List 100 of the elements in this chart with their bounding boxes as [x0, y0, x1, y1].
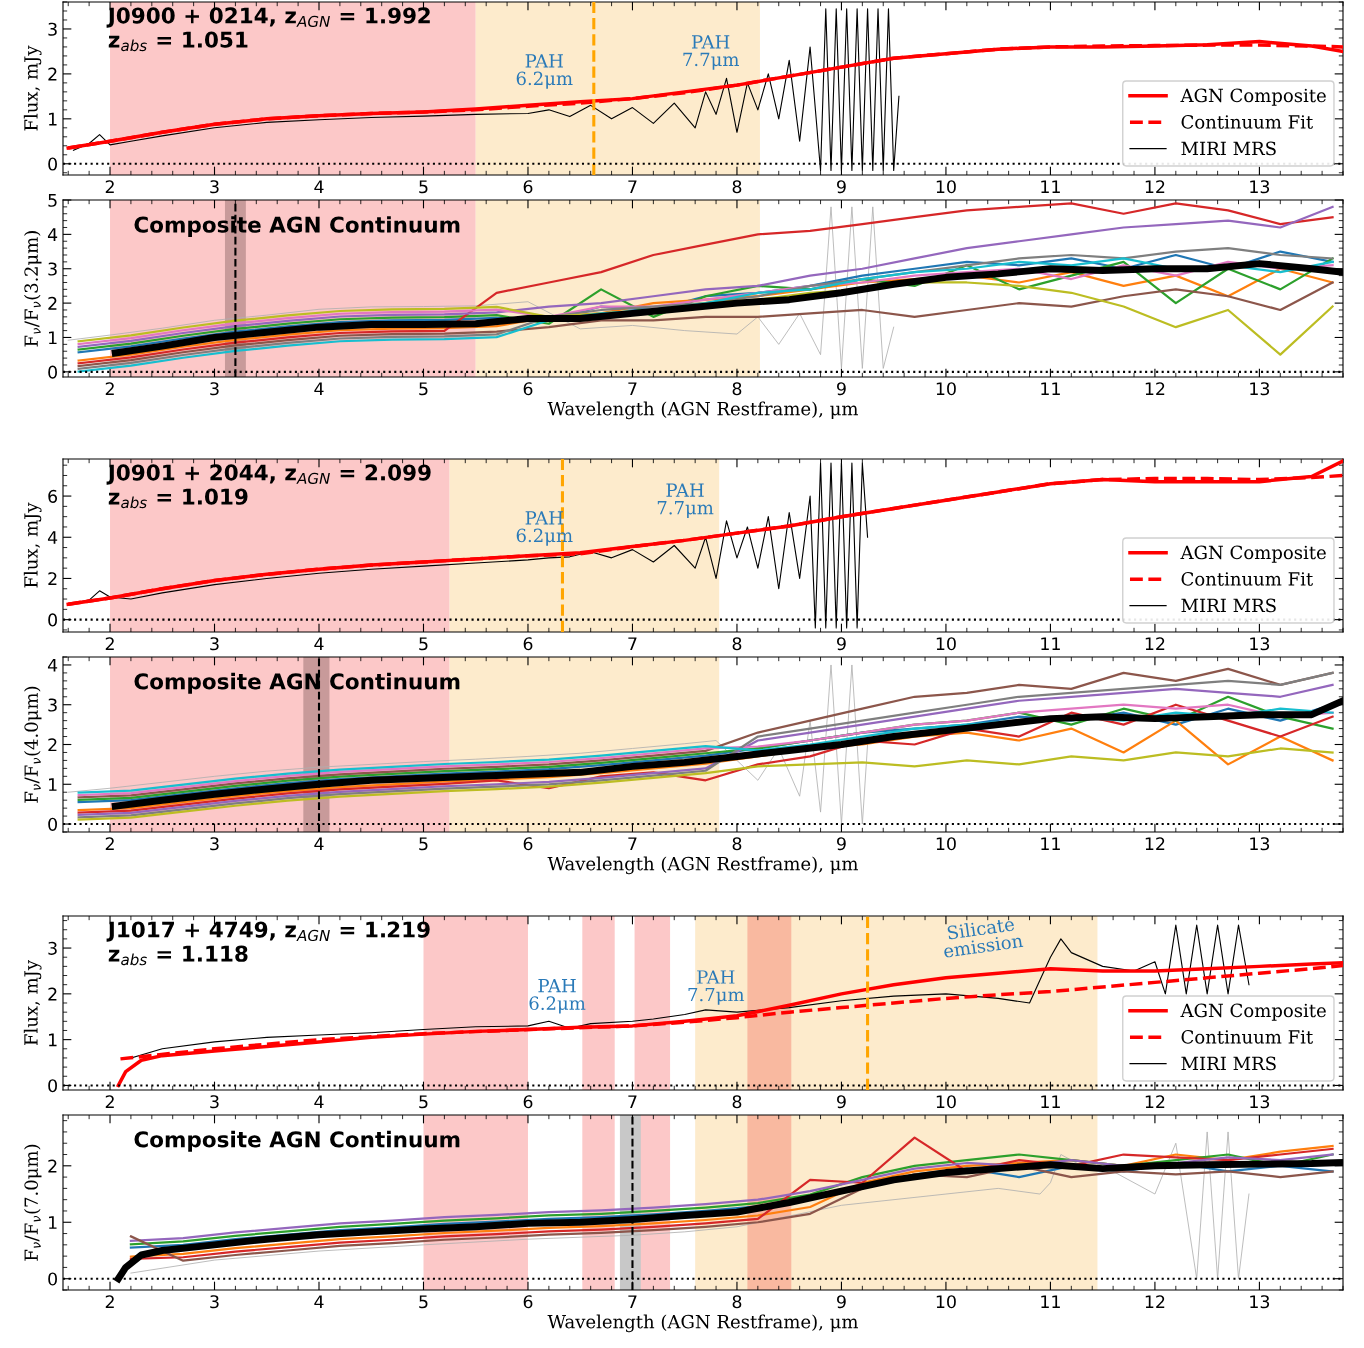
x-tick-label: 12 — [1145, 180, 1165, 194]
x-tick-label: 2 — [105, 180, 114, 194]
y-axis-title: Flux, mJy — [23, 45, 42, 131]
x-tick-label: 13 — [1250, 1295, 1270, 1309]
x-tick-label: 5 — [419, 180, 428, 194]
x-tick-label: 9 — [837, 180, 846, 194]
x-tick-label: 4 — [314, 180, 324, 194]
y-tick-label: 0 — [48, 1272, 57, 1286]
legend-label: MIRI MRS — [1181, 598, 1276, 613]
chart-title: J0900 + 0214, z$_{AGN}$ = 1.992 z$_{abs}$ = 1.051 — [106, 7, 430, 52]
x-tick-label: 11 — [1041, 837, 1060, 851]
annotation: PAH 7.7μm — [683, 35, 739, 70]
x-tick-label: 9 — [837, 1295, 846, 1309]
line-series — [77, 719, 1334, 812]
legend-label: Continuum Fit — [1181, 1030, 1314, 1044]
x-tick-label: 13 — [1250, 1095, 1270, 1109]
chart-title: J1017 + 4749, z$_{AGN}$ = 1.219 z$_{abs}$ = 1.118 — [106, 921, 430, 966]
x-tick-label: 3 — [210, 180, 219, 194]
legend-label: AGN Composite — [1180, 1003, 1326, 1021]
x-tick-label: 8 — [732, 837, 742, 851]
x-tick-label: 11 — [1041, 1295, 1060, 1309]
x-tick-label: 8 — [732, 1095, 742, 1109]
x-tick-label: 8 — [732, 180, 742, 194]
x-tick-label: 13 — [1250, 180, 1270, 194]
x-axis-title: Wavelength (AGN Restframe), μm — [547, 856, 859, 875]
x-tick-label: 7 — [628, 837, 637, 851]
y-tick-label: 2 — [48, 67, 57, 81]
x-tick-label: 7 — [628, 1095, 637, 1109]
x-tick-label: 6 — [523, 382, 533, 396]
x-tick-label: 11 — [1041, 637, 1060, 651]
line-series — [77, 747, 1334, 821]
x-tick-label: 3 — [210, 1095, 219, 1109]
x-tick-label: 12 — [1145, 382, 1165, 396]
annotation: PAH 6.2μm — [516, 511, 573, 546]
x-tick-label: 10 — [936, 382, 956, 396]
y-tick-label: 1 — [49, 112, 57, 126]
y-tick-label: 1 — [49, 331, 57, 345]
x-tick-label: 6 — [523, 837, 533, 851]
x-tick-label: 5 — [419, 1295, 428, 1309]
y-tick-label: 2 — [48, 987, 57, 1001]
x-tick-label: 2 — [105, 1095, 114, 1109]
x-tick-label: 2 — [105, 382, 114, 396]
annotation: Composite AGN Continuum — [134, 1130, 460, 1152]
x-tick-label: 5 — [419, 837, 428, 851]
y-tick-label: 2 — [48, 738, 57, 752]
legend-label: MIRI MRS — [1181, 141, 1276, 156]
x-tick-label: 10 — [936, 837, 956, 851]
x-tick-label: 10 — [936, 1095, 956, 1109]
legend-label: Continuum Fit — [1181, 572, 1314, 586]
y-tick-label: 3 — [48, 22, 57, 36]
annotation: PAH 6.2μm — [516, 54, 573, 89]
y-tick-label: 5 — [48, 193, 57, 207]
x-tick-label: 4 — [314, 382, 324, 396]
chart-title: J0901 + 2044, z$_{AGN}$ = 2.099 z$_{abs}$ = 1.019 — [106, 464, 431, 509]
legend-label: Continuum Fit — [1181, 115, 1314, 129]
y-axis-title: Flux, mJy — [23, 502, 42, 588]
x-tick-label: 9 — [837, 637, 846, 651]
y-axis-title: F$_{ν}$/F$_{ν}$(4.0μm) — [24, 686, 42, 803]
x-tick-label: 5 — [419, 382, 428, 396]
x-tick-label: 8 — [732, 637, 742, 651]
annotation: PAH 6.2μm — [529, 979, 586, 1014]
x-tick-label: 9 — [837, 837, 846, 851]
line-series — [130, 1131, 1250, 1280]
x-tick-label: 4 — [314, 1295, 324, 1309]
x-tick-label: 8 — [732, 1295, 742, 1309]
legend-label: AGN Composite — [1180, 88, 1326, 106]
y-tick-label: 3 — [48, 262, 57, 276]
x-tick-label: 3 — [210, 382, 219, 396]
x-tick-label: 6 — [523, 637, 533, 651]
x-tick-label: 2 — [105, 1295, 114, 1309]
annotation: Silicate emission — [943, 916, 1024, 958]
y-tick-label: 4 — [47, 531, 58, 544]
x-tick-label: 11 — [1041, 382, 1060, 396]
y-tick-label: 3 — [48, 698, 57, 712]
y-tick-label: 6 — [48, 489, 58, 503]
x-tick-label: 4 — [314, 1095, 324, 1109]
x-tick-label: 10 — [936, 637, 956, 651]
y-tick-label: 0 — [48, 613, 57, 627]
annotation: PAH 7.7μm — [688, 970, 745, 1005]
y-axis-title: F$_{ν}$/F$_{ν}$(3.2μm) — [24, 231, 42, 347]
x-tick-label: 4 — [314, 637, 324, 651]
y-tick-label: 1 — [49, 1033, 57, 1047]
y-tick-label: 2 — [48, 572, 57, 586]
x-tick-label: 7 — [628, 1295, 637, 1309]
x-tick-label: 10 — [936, 180, 956, 194]
y-tick-label: 1 — [49, 778, 57, 791]
x-tick-label: 7 — [628, 180, 637, 194]
x-tick-label: 4 — [314, 837, 324, 851]
annotation: PAH 7.7μm — [657, 483, 714, 518]
x-tick-label: 2 — [105, 837, 114, 851]
x-tick-label: 5 — [419, 1095, 428, 1109]
y-tick-label: 4 — [47, 228, 58, 241]
x-tick-label: 13 — [1250, 382, 1270, 396]
annotation: Composite AGN Continuum — [134, 216, 460, 237]
x-tick-label: 5 — [419, 637, 428, 651]
line-series — [67, 206, 895, 369]
x-tick-label: 6 — [523, 1295, 533, 1309]
y-tick-label: 0 — [48, 365, 57, 379]
x-tick-label: 8 — [732, 382, 742, 396]
x-tick-label: 3 — [210, 837, 219, 851]
